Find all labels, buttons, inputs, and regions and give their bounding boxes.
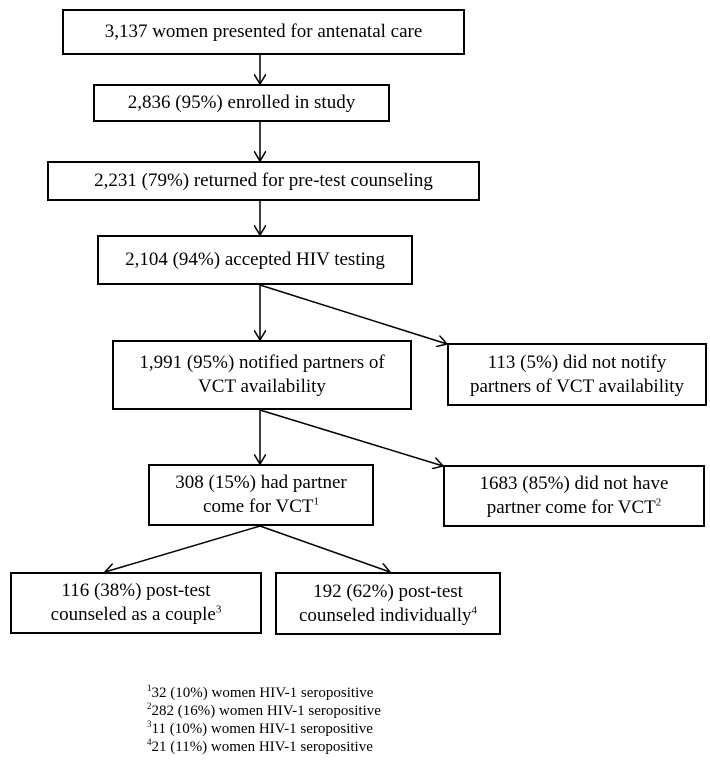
node-couple: 116 (38%) post-test counseled as a coupl…: [10, 572, 262, 634]
node-enrolled: 2,836 (95%) enrolled in study: [93, 84, 390, 122]
node-presented: 3,137 women presented for antenatal care: [62, 9, 465, 55]
node-individual-line-1: 192 (62%) post-test: [313, 580, 463, 604]
footnote-2-text: 282 (16%) women HIV-1 seropositive: [152, 703, 381, 719]
node-enrolled-line-1: 2,836 (95%) enrolled in study: [128, 91, 355, 115]
footnote-marker-4: 4: [472, 604, 478, 616]
node-notified: 1,991 (95%) notified partners of VCT ava…: [112, 340, 412, 410]
node-couple-line-2-text: counseled as a couple: [51, 604, 216, 625]
arrow-partner-came-couple: [105, 526, 260, 572]
footnote-1: 132 (10%) women HIV-1 seropositive: [147, 684, 381, 702]
node-presented-line-1: 3,137 women presented for antenatal care: [105, 20, 423, 44]
node-returned-line-1: 2,231 (79%) returned for pre-test counse…: [94, 169, 433, 193]
footnote-marker-2: 2: [656, 497, 662, 509]
node-partner-not-came-line-2-text: partner come for VCT: [487, 497, 656, 518]
node-partner-came: 308 (15%) had partner come for VCT1: [148, 464, 374, 526]
node-returned: 2,231 (79%) returned for pre-test counse…: [47, 161, 480, 201]
node-notified-line-2: VCT availability: [198, 375, 326, 399]
node-partner-came-line-2: come for VCT1: [203, 495, 319, 519]
node-individual-line-2-text: counseled individually: [299, 605, 472, 626]
node-not-notified: 113 (5%) did not notify partners of VCT …: [447, 343, 707, 406]
node-notified-line-1: 1,991 (95%) notified partners of: [139, 351, 384, 375]
footnote-1-text: 32 (10%) women HIV-1 seropositive: [152, 685, 374, 701]
footnote-marker-3: 3: [216, 604, 222, 616]
node-partner-not-came-line-2: partner come for VCT2: [487, 496, 662, 520]
footnotes: 132 (10%) women HIV-1 seropositive 2282 …: [147, 684, 381, 756]
node-accepted: 2,104 (94%) accepted HIV testing: [97, 235, 413, 285]
footnote-4-text: 21 (11%) women HIV-1 seropositive: [152, 739, 373, 755]
node-individual-line-2: counseled individually4: [299, 604, 477, 628]
footnote-marker-1: 1: [313, 496, 319, 508]
node-couple-line-2: counseled as a couple3: [51, 603, 222, 627]
node-not-notified-line-2: partners of VCT availability: [470, 375, 684, 399]
node-partner-not-came-line-1: 1683 (85%) did not have: [480, 472, 669, 496]
arrow-partner-came-individual: [260, 526, 390, 572]
node-partner-came-line-2-text: come for VCT: [203, 496, 313, 517]
footnote-3-text: 11 (10%) women HIV-1 seropositive: [152, 721, 373, 737]
node-couple-line-1: 116 (38%) post-test: [61, 579, 210, 603]
footnote-2: 2282 (16%) women HIV-1 seropositive: [147, 702, 381, 720]
node-partner-not-came: 1683 (85%) did not have partner come for…: [443, 465, 705, 527]
node-partner-came-line-1: 308 (15%) had partner: [175, 471, 346, 495]
node-not-notified-line-1: 113 (5%) did not notify: [488, 351, 667, 375]
footnote-4: 421 (11%) women HIV-1 seropositive: [147, 738, 381, 756]
arrow-notified-partner-not-came: [260, 410, 443, 466]
node-accepted-line-1: 2,104 (94%) accepted HIV testing: [125, 248, 385, 272]
arrow-accepted-not-notified: [260, 285, 447, 344]
node-individual: 192 (62%) post-test counseled individual…: [275, 572, 501, 635]
footnote-3: 311 (10%) women HIV-1 seropositive: [147, 720, 381, 738]
